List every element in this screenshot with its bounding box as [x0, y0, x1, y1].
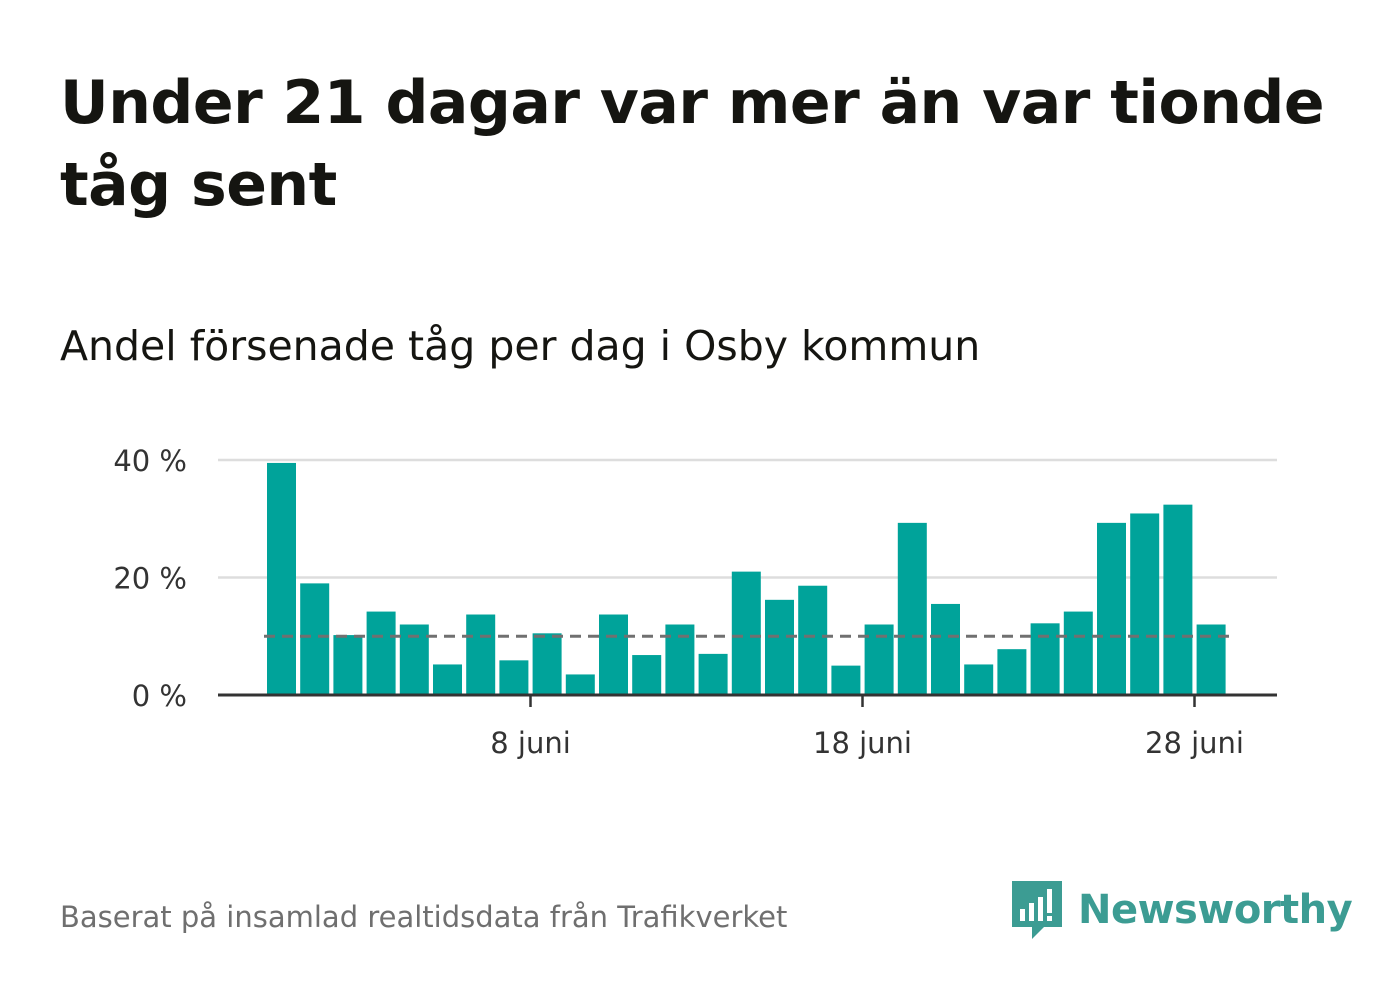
- y-tick-label: 0 %: [132, 679, 187, 713]
- brand-name: Newsworthy: [1078, 887, 1353, 933]
- bar: [632, 655, 662, 695]
- bar: [1163, 504, 1193, 695]
- bar: [831, 665, 861, 695]
- bar: [333, 635, 363, 695]
- bar: [1030, 623, 1060, 695]
- x-tick-label: 18 juni: [813, 726, 912, 760]
- bar: [1130, 513, 1160, 695]
- bar: [1063, 611, 1093, 695]
- bar: [931, 603, 960, 695]
- bar: [897, 522, 927, 695]
- bars: [267, 462, 1226, 695]
- bar: [433, 664, 462, 695]
- chart-subtitle: Andel försenade tåg per dag i Osby kommu…: [60, 322, 981, 370]
- newsworthy-logo-icon: [1012, 881, 1062, 939]
- axes: 0 % 20 % 40 % 8 juni 18 juni 28 juni: [113, 444, 1277, 760]
- x-tick-label: 8 juni: [490, 726, 571, 760]
- bar: [599, 614, 628, 695]
- bar: [964, 664, 994, 695]
- x-tick-label: 28 juni: [1145, 726, 1244, 760]
- bar-chart: 0 % 20 % 40 % 8 juni 18 juni 28 juni: [113, 444, 1277, 760]
- bar: [997, 649, 1027, 695]
- brand-logo: Newsworthy: [1010, 878, 1353, 942]
- bar: [565, 674, 595, 695]
- source-note: Baserat på insamlad realtidsdata från Tr…: [60, 900, 788, 934]
- bar: [532, 633, 562, 695]
- bar: [300, 583, 330, 695]
- bar: [466, 614, 496, 695]
- y-tick-label: 40 %: [113, 444, 187, 478]
- bar: [731, 571, 761, 695]
- bar: [499, 660, 529, 695]
- bar: [366, 611, 396, 695]
- y-tick-label: 20 %: [113, 562, 187, 596]
- chart-headline: Under 21 dagar var mer än var tionde tåg…: [60, 68, 1325, 220]
- bar: [267, 462, 296, 695]
- bar: [698, 653, 728, 695]
- bar: [1097, 522, 1126, 695]
- bar: [765, 599, 794, 695]
- bar: [798, 585, 828, 695]
